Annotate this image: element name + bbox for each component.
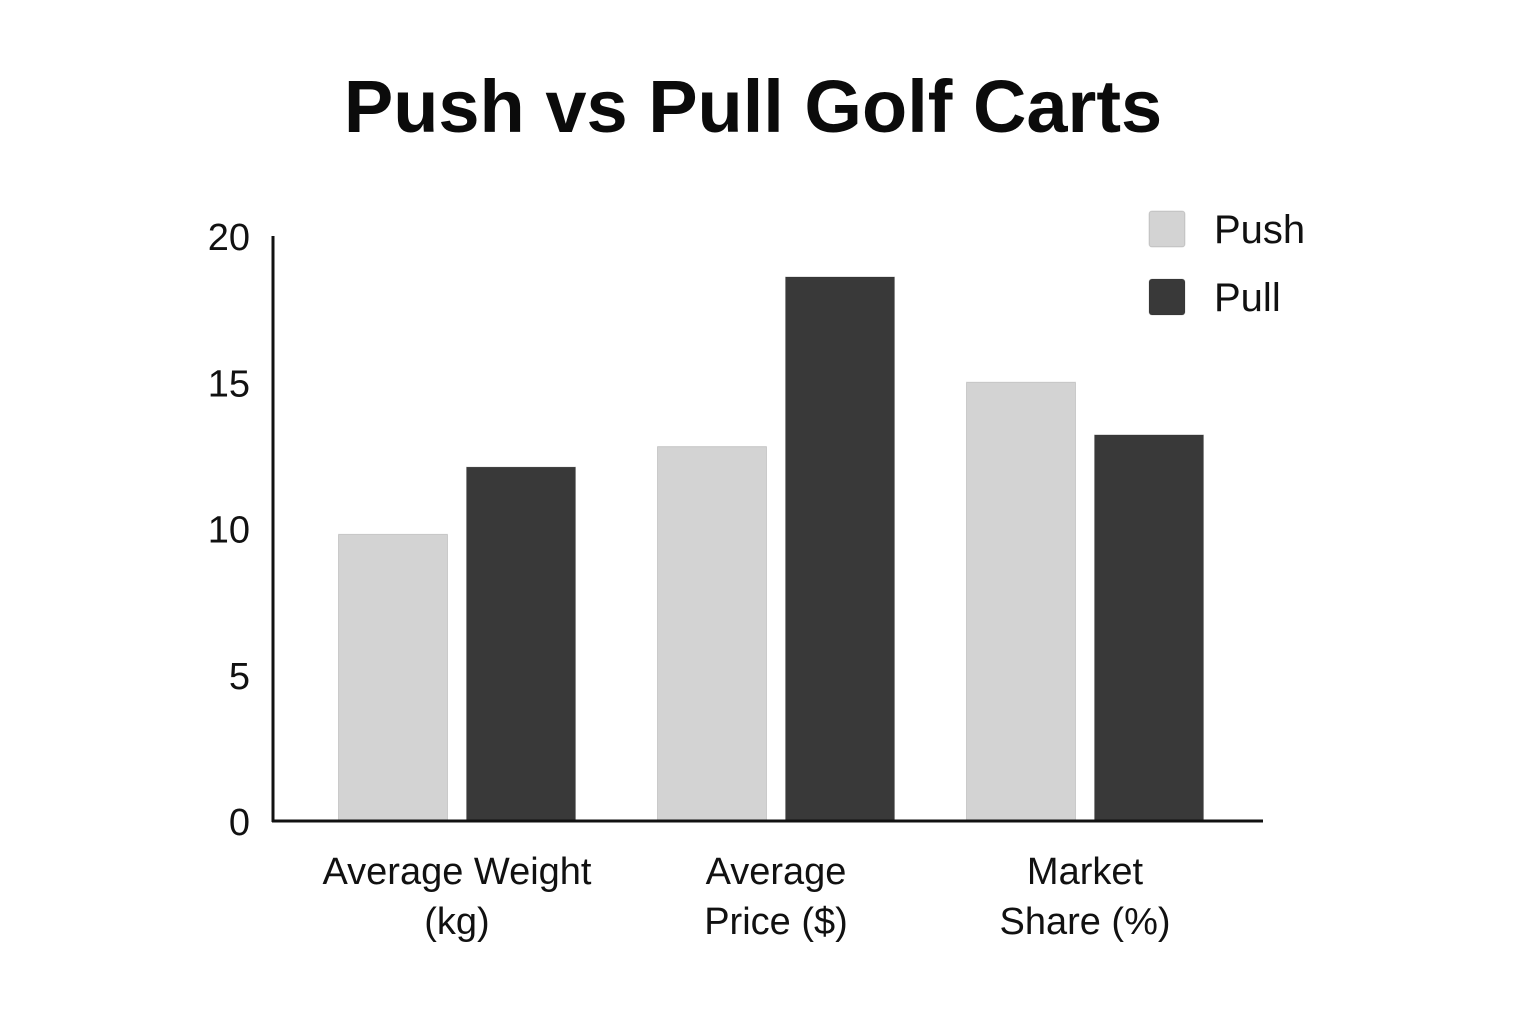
x-category-label: Price ($) — [704, 901, 848, 943]
x-category-label: Market — [1027, 851, 1144, 893]
y-tick-label: 5 — [229, 656, 250, 698]
x-category-labels: Average Weight (kg) Average Price ($) Market… — [323, 851, 1171, 943]
y-tick-labels: 0 5 10 15 20 — [208, 217, 250, 844]
legend-label-pull: Pull — [1214, 276, 1281, 320]
legend: Push Pull — [1148, 208, 1305, 320]
bar-push-1 — [657, 446, 767, 822]
bars-group — [338, 276, 1204, 822]
x-category-label: Average Weight — [323, 851, 592, 893]
y-tick-label: 10 — [208, 510, 250, 552]
x-category-label: (kg) — [424, 901, 489, 943]
legend-label-push: Push — [1214, 208, 1305, 252]
x-category-label: Share (%) — [999, 901, 1170, 943]
bar-pull-2 — [1094, 434, 1204, 822]
legend-swatch-push — [1148, 210, 1186, 248]
chart-title: Push vs Pull Golf Carts — [344, 65, 1162, 148]
bar-pull-1 — [785, 276, 895, 822]
bar-pull-0 — [466, 466, 576, 822]
axes-group — [271, 236, 1263, 823]
y-tick-label: 15 — [208, 363, 250, 405]
bar-push-0 — [338, 533, 448, 822]
y-tick-label: 20 — [208, 217, 250, 259]
y-tick-label: 0 — [229, 802, 250, 844]
x-category-label: Average — [706, 851, 847, 893]
legend-swatch-pull — [1148, 278, 1186, 316]
bar-push-2 — [966, 381, 1076, 822]
